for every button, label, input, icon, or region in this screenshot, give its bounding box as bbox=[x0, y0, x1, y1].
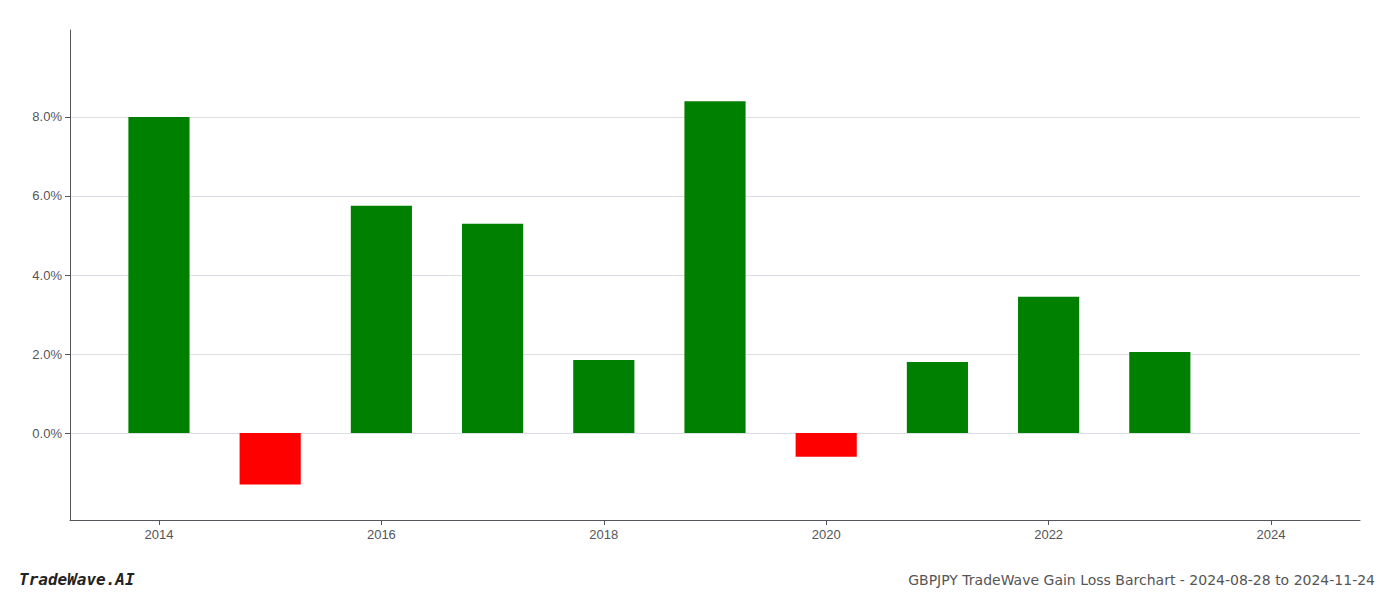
svg-text:2020: 2020 bbox=[812, 527, 841, 542]
svg-text:6.0%: 6.0% bbox=[32, 188, 62, 203]
svg-text:TradeWave.AI: TradeWave.AI bbox=[19, 570, 135, 589]
svg-text:4.0%: 4.0% bbox=[32, 268, 62, 283]
svg-text:0.0%: 0.0% bbox=[32, 426, 62, 441]
svg-text:GBPJPY TradeWave Gain Loss Bar: GBPJPY TradeWave Gain Loss Barchart - 20… bbox=[908, 572, 1375, 588]
svg-text:2018: 2018 bbox=[589, 527, 618, 542]
svg-text:2016: 2016 bbox=[367, 527, 396, 542]
svg-text:2014: 2014 bbox=[145, 527, 174, 542]
svg-text:2022: 2022 bbox=[1034, 527, 1063, 542]
svg-text:2.0%: 2.0% bbox=[32, 347, 62, 362]
svg-text:8.0%: 8.0% bbox=[32, 109, 62, 124]
svg-text:2024: 2024 bbox=[1257, 527, 1286, 542]
